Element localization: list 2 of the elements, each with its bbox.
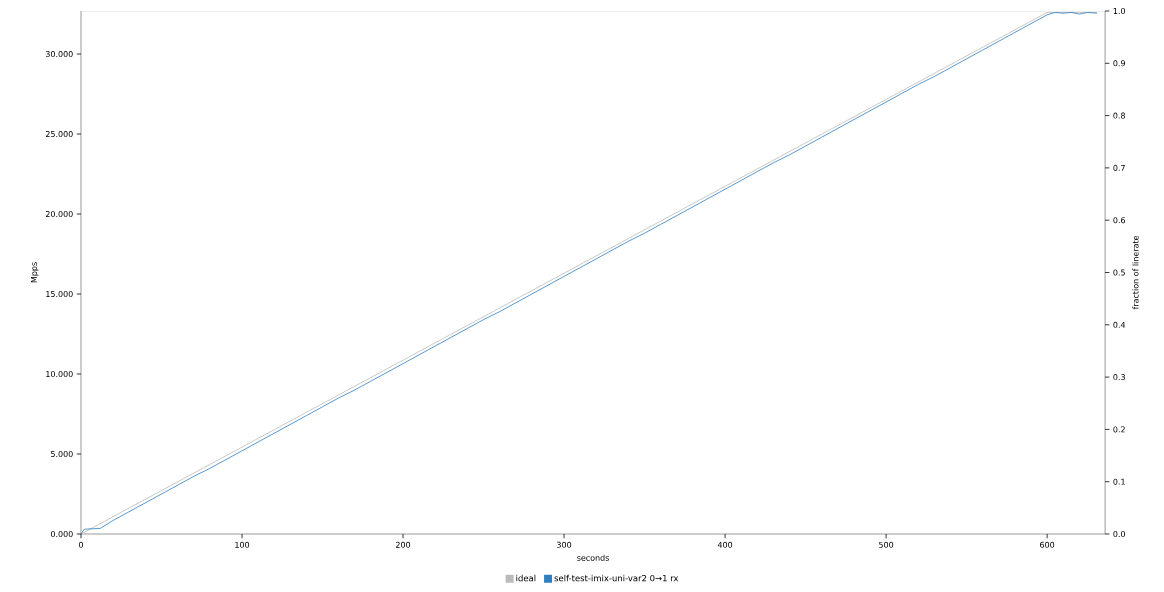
legend-label: self-test-imix-uni-var2 0→1 rx [554, 574, 679, 582]
legend-label: ideal [516, 574, 536, 582]
